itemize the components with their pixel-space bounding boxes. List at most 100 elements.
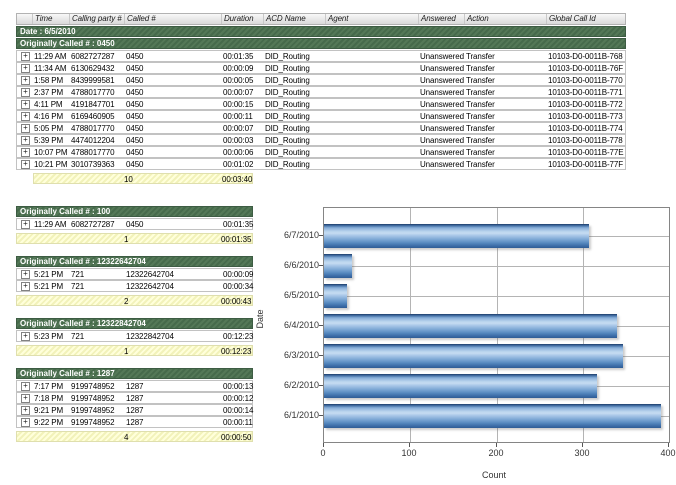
summary-duration: 00:00:43 — [221, 297, 252, 306]
bar-6-5-2010 — [324, 284, 347, 308]
cell-action: Transfer — [466, 147, 495, 157]
cell-global-call-id: 10103-D0-0011B-77F — [548, 159, 623, 169]
bar-6-2-2010 — [324, 374, 597, 398]
expand-cell: + — [17, 63, 32, 73]
cell-acd-name: DID_Routing — [265, 147, 310, 157]
summary-count: 1 — [124, 235, 129, 244]
cell-global-call-id: 10103-D0-0011B-770 — [548, 75, 623, 85]
expand-row-button[interactable]: + — [21, 393, 30, 403]
cell-acd-name: DID_Routing — [265, 63, 310, 73]
group-summary-row: 10 00:03:40 — [33, 173, 253, 184]
expand-row-button[interactable]: + — [21, 381, 30, 391]
expand-row-button[interactable]: + — [21, 63, 30, 73]
bar-6-3-2010 — [324, 344, 623, 368]
expand-row-button[interactable]: + — [21, 111, 30, 121]
call-row[interactable]: +7:17 PM 9199748952 1287 00:00:13 — [16, 380, 253, 392]
y-tick-label: 6/3/2010 — [283, 350, 319, 360]
call-row[interactable]: +9:22 PM 9199748952 1287 00:00:11 — [16, 416, 253, 428]
cell-called: 0450 — [126, 99, 144, 109]
expand-row-button[interactable]: + — [21, 147, 30, 157]
group-header: Originally Called # : 100 — [16, 206, 253, 217]
expand-cell: + — [17, 111, 32, 121]
cell-acd-name: DID_Routing — [265, 51, 310, 61]
x-tick-label: 200 — [488, 448, 504, 458]
expand-row-button[interactable]: + — [21, 269, 30, 279]
cell-answered: Unanswered — [420, 51, 464, 61]
call-row[interactable]: +5:21 PM 721 12322642704 00:00:09 — [16, 268, 253, 280]
cell-duration: 00:00:05 — [223, 75, 254, 85]
group-summary-row: 4 00:00:50 — [16, 431, 253, 442]
cell-time: 11:29 AM — [34, 219, 67, 229]
cell-acd-name: DID_Routing — [265, 123, 310, 133]
expand-cell: + — [17, 417, 32, 427]
call-row[interactable]: +4:16 PM 6169460905 0450 00:00:11 DID_Routin… — [16, 110, 626, 122]
group-header: Originally Called # : 0450 — [16, 38, 626, 49]
expand-row-button[interactable]: + — [21, 417, 30, 427]
expand-row-button[interactable]: + — [21, 405, 30, 415]
column-header-acd-name: ACD Name — [263, 14, 325, 24]
call-row[interactable]: +1:58 PM 8439999581 0450 00:00:05 DID_Routin… — [16, 74, 626, 86]
call-row[interactable]: +11:29 AM 6082727287 0450 00:01:35 — [16, 218, 253, 230]
cell-action: Transfer — [466, 75, 495, 85]
call-row[interactable]: +10:21 PM 3010739363 0450 00:01:02 DID_Routi… — [16, 158, 626, 170]
call-row[interactable]: +10:07 PM 4788017770 0450 00:00:06 DID_Routi… — [16, 146, 626, 158]
cell-called: 12322642704 — [126, 269, 174, 279]
cell-answered: Unanswered — [420, 99, 464, 109]
cell-calling-party: 4788017770 — [71, 87, 115, 97]
expand-cell: + — [17, 381, 32, 391]
cell-time: 9:22 PM — [34, 417, 64, 427]
cell-acd-name: DID_Routing — [265, 75, 310, 85]
cell-called: 0450 — [126, 135, 144, 145]
expand-row-button[interactable]: + — [21, 159, 30, 169]
cell-time: 11:34 AM — [34, 63, 67, 73]
expand-row-button[interactable]: + — [21, 123, 30, 133]
call-row[interactable]: +2:37 PM 4788017770 0450 00:00:07 DID_Routin… — [16, 86, 626, 98]
cell-duration: 00:00:15 — [223, 99, 254, 109]
expand-row-button[interactable]: + — [21, 87, 30, 97]
cell-duration: 00:00:14 — [223, 405, 254, 415]
expand-cell: + — [17, 219, 32, 229]
cell-answered: Unanswered — [420, 123, 464, 133]
call-row[interactable]: +9:21 PM 9199748952 1287 00:00:14 — [16, 404, 253, 416]
expand-row-button[interactable]: + — [21, 135, 30, 145]
cell-duration: 00:00:12 — [223, 393, 254, 403]
cell-time: 4:16 PM — [34, 111, 64, 121]
cell-time: 2:37 PM — [34, 87, 64, 97]
expand-row-button[interactable]: + — [21, 75, 30, 85]
expand-row-button[interactable]: + — [21, 219, 30, 229]
cell-time: 9:21 PM — [34, 405, 64, 415]
cell-calling-party: 4788017770 — [71, 123, 115, 133]
cell-calling-party: 6082727287 — [71, 219, 115, 229]
summary-duration: 00:12:23 — [221, 347, 252, 356]
call-row[interactable]: +5:21 PM 721 12322642704 00:00:34 — [16, 280, 253, 292]
column-header-agent: Agent — [325, 14, 418, 24]
y-tick-label: 6/4/2010 — [283, 320, 319, 330]
cell-calling-party: 9199748952 — [71, 417, 115, 427]
expand-row-button[interactable]: + — [21, 331, 30, 341]
cell-action: Transfer — [466, 111, 495, 121]
call-row[interactable]: +11:29 AM 6082727287 0450 00:01:35 DID_Routi… — [16, 50, 626, 62]
call-row[interactable]: +7:18 PM 9199748952 1287 00:00:12 — [16, 392, 253, 404]
call-row[interactable]: +5:23 PM 721 12322842704 00:12:23 — [16, 330, 253, 342]
cell-action: Transfer — [466, 51, 495, 61]
chart-yaxis-title: Date — [255, 309, 265, 329]
expand-row-button[interactable]: + — [21, 99, 30, 109]
call-report-tables: Time Calling party # Called # Duration ACD N… — [16, 13, 628, 454]
cell-called: 0450 — [126, 111, 144, 121]
x-tick-label: 400 — [660, 448, 676, 458]
cell-calling-party: 6082727287 — [71, 51, 115, 61]
cell-duration: 00:00:09 — [223, 63, 254, 73]
call-row[interactable]: +5:39 PM 4474012204 0450 00:00:03 DID_Routin… — [16, 134, 626, 146]
expand-cell: + — [17, 147, 32, 157]
cell-global-call-id: 10103-D0-0011B-778 — [548, 135, 623, 145]
call-row[interactable]: +5:05 PM 4788017770 0450 00:00:07 DID_Routin… — [16, 122, 626, 134]
call-row[interactable]: +11:34 AM 6130629432 0450 00:00:09 DID_Routi… — [16, 62, 626, 74]
group-summary-row: 1 00:12:23 — [16, 345, 253, 356]
cell-time: 5:21 PM — [34, 281, 64, 291]
cell-duration: 00:00:03 — [223, 135, 254, 145]
cell-time: 10:07 PM — [34, 147, 68, 157]
call-row[interactable]: +4:11 PM 4191847701 0450 00:00:15 DID_Routin… — [16, 98, 626, 110]
expand-row-button[interactable]: + — [21, 51, 30, 61]
x-tick — [496, 443, 497, 447]
expand-row-button[interactable]: + — [21, 281, 30, 291]
